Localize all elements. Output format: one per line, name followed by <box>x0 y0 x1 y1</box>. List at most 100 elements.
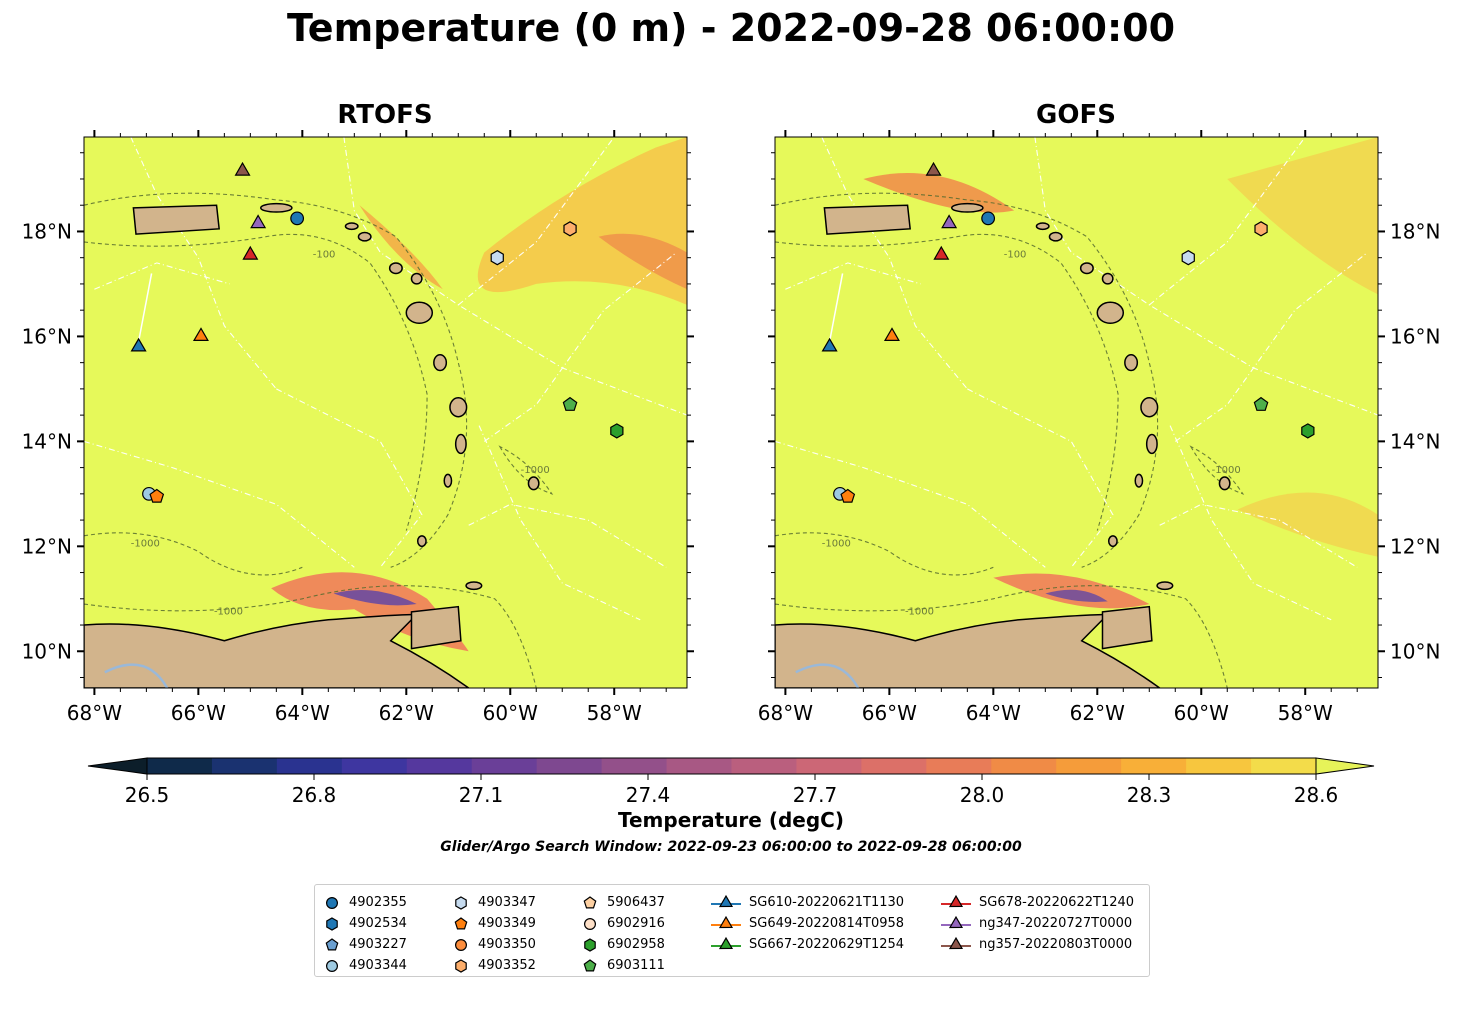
legend-symbol <box>583 896 597 909</box>
figure-title: Temperature (0 m) - 2022-09-28 06:00:00 <box>286 6 1176 50</box>
legend-marker-icon <box>454 938 468 952</box>
legend: 4902355 4902534 4903227 4903344 4903347 49033… <box>314 884 1150 977</box>
lon-tick-label: 64°W <box>275 701 330 725</box>
island-landmass <box>1107 535 1118 548</box>
legend-label: 6902958 <box>607 936 665 952</box>
map-panel-gofs: -100 -1000 -1000 -1000 68°W 66°W 64°W 62°W 60°W 5… <box>758 130 1440 725</box>
legend-item: 4903227 <box>323 934 407 954</box>
colorbar-tick-label: 27.4 <box>626 783 671 807</box>
obs-marker-sg649-20220814t0958 <box>192 327 209 341</box>
legend-marker-icon <box>584 938 596 952</box>
legend-marker-icon <box>711 936 741 950</box>
colorbar-segment <box>666 758 732 774</box>
legend-symbol <box>948 915 964 929</box>
trinidad-landmass <box>1101 605 1153 650</box>
obs-marker-4903347 <box>1181 250 1195 266</box>
legend-label: 4903350 <box>478 936 536 952</box>
lon-tick-label: 60°W <box>1174 701 1229 725</box>
contour-label: -1000 <box>1212 465 1241 476</box>
legend-item: 4903347 <box>452 892 536 912</box>
lon-tick-label: 66°W <box>171 701 226 725</box>
legend-item: 6902958 <box>581 934 665 954</box>
legend-label: 4903349 <box>478 915 536 931</box>
legend-item: 5906437 <box>581 892 665 912</box>
legend-label: 4903344 <box>349 957 407 973</box>
legend-marker-icon <box>941 936 971 950</box>
island-landmass <box>1101 272 1114 285</box>
island-landmass <box>357 231 372 242</box>
legend-item: SG649-20220814T0958 <box>711 913 904 933</box>
contour-label: -1000 <box>131 538 160 549</box>
contour-label: -100 <box>313 250 336 261</box>
panel-title-gofs: GOFS <box>1036 100 1116 130</box>
obs-marker-4903347 <box>490 250 504 266</box>
colorbar-tick-label: 26.8 <box>292 783 337 807</box>
island-landmass <box>259 202 293 213</box>
legend-label: SG610-20220621T1130 <box>749 894 905 910</box>
legend-marker-icon <box>325 896 339 910</box>
puerto-rico-landmass <box>132 204 220 235</box>
legend-symbol <box>718 936 734 950</box>
contour-label: -1000 <box>521 465 550 476</box>
legend-marker-icon <box>941 894 971 908</box>
lon-tick-label: 58°W <box>587 701 642 725</box>
lon-tick-label: 64°W <box>966 701 1021 725</box>
legend-symbol <box>454 938 468 952</box>
colorbar-segment <box>471 758 538 774</box>
legend-symbol <box>948 936 964 950</box>
legend-label: 4903227 <box>349 936 407 952</box>
legend-symbol <box>455 959 467 973</box>
legend-item: 4902355 <box>323 892 407 912</box>
colorbar-segment <box>276 758 343 774</box>
colorbar-tick-label: 26.5 <box>125 783 170 807</box>
legend-symbol <box>584 938 596 952</box>
island-landmass <box>454 433 467 455</box>
lat-tick-label: 16°N <box>22 324 72 348</box>
colorbar-min-extension <box>87 757 148 775</box>
colorbar-segment <box>861 758 927 774</box>
search-window-text: Glider/Argo Search Window: 2022-09-23 06… <box>440 839 1022 855</box>
obs-marker-ng347-20220727t0000 <box>941 214 958 229</box>
island-landmass <box>416 535 427 548</box>
lat-tick-label: 18°N <box>1390 219 1440 243</box>
colorbar-segment <box>991 758 1057 774</box>
legend-label: SG678-20220622T1240 <box>979 894 1135 910</box>
trinidad-landmass <box>410 605 462 650</box>
contour-label: -100 <box>1004 250 1027 261</box>
legend-marker-icon <box>583 896 597 909</box>
legend-label: 4902534 <box>349 915 407 931</box>
lat-tick-label: 14°N <box>22 429 72 453</box>
lat-tick-label: 16°N <box>1390 324 1440 348</box>
colorbar-max-extension <box>1315 757 1375 775</box>
island-landmass <box>1140 397 1159 418</box>
colorbar-segment <box>1186 758 1252 774</box>
obs-marker-4902355 <box>981 211 996 226</box>
colorbar-label: Temperature (degC) <box>618 808 844 832</box>
legend-symbol <box>718 894 734 908</box>
obs-marker-4903349 <box>149 488 165 503</box>
obs-marker-4903352 <box>1254 221 1268 237</box>
legend-symbol <box>583 959 597 972</box>
obs-marker-6902958 <box>1301 423 1315 439</box>
obs-marker-ng347-20220727t0000 <box>250 214 267 229</box>
legend-marker-icon <box>711 894 741 908</box>
legend-symbol <box>455 896 467 910</box>
legend-label: 6903111 <box>607 957 665 973</box>
legend-item: 4903350 <box>452 934 536 954</box>
legend-symbol <box>454 917 468 930</box>
obs-marker-6902958 <box>610 423 624 439</box>
lon-tick-label: 62°W <box>1070 701 1125 725</box>
island-landmass <box>1035 222 1050 231</box>
legend-symbol <box>948 894 964 908</box>
legend-marker-icon <box>583 917 597 931</box>
legend-item: 6902916 <box>581 913 665 933</box>
colorbar-segment <box>536 758 603 774</box>
lon-tick-label: 66°W <box>862 701 917 725</box>
obs-marker-sg649-20220814t0958 <box>883 327 900 341</box>
legend-label: 4903347 <box>478 894 536 910</box>
island-landmass <box>405 301 434 325</box>
colorbar-segment <box>796 758 862 774</box>
island-landmass <box>950 202 984 213</box>
panel-title-rtofs: RTOFS <box>337 100 433 130</box>
lat-tick-label: 18°N <box>22 219 72 243</box>
